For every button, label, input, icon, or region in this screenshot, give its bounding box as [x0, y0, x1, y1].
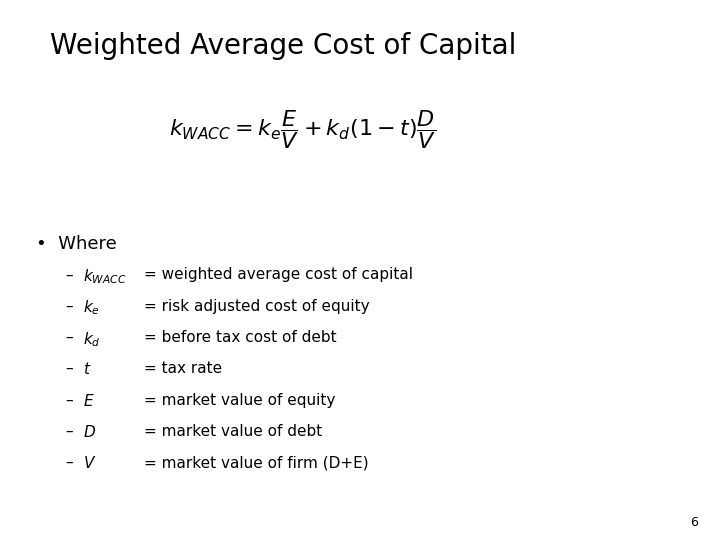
Text: –: – — [65, 393, 73, 408]
Text: –: – — [65, 424, 73, 439]
Text: = market value of debt: = market value of debt — [144, 424, 323, 439]
Text: •  Where: • Where — [36, 235, 117, 253]
Text: $E$: $E$ — [83, 393, 94, 409]
Text: $V$: $V$ — [83, 455, 96, 471]
Text: –: – — [65, 361, 73, 376]
Text: $k_{WACC}$: $k_{WACC}$ — [83, 267, 126, 286]
Text: –: – — [65, 455, 73, 470]
Text: Weighted Average Cost of Capital: Weighted Average Cost of Capital — [50, 32, 517, 60]
Text: = before tax cost of debt: = before tax cost of debt — [144, 330, 337, 345]
Text: –: – — [65, 299, 73, 314]
Text: = risk adjusted cost of equity: = risk adjusted cost of equity — [144, 299, 369, 314]
Text: –: – — [65, 267, 73, 282]
Text: = market value of equity: = market value of equity — [144, 393, 336, 408]
Text: $D$: $D$ — [83, 424, 96, 440]
Text: = weighted average cost of capital: = weighted average cost of capital — [144, 267, 413, 282]
Text: $k_{WACC} = k_e \dfrac{E}{V} + k_d(1-t)\dfrac{D}{V}$: $k_{WACC} = k_e \dfrac{E}{V} + k_d(1-t)\… — [168, 108, 436, 151]
Text: 6: 6 — [690, 516, 698, 529]
Text: $k_d$: $k_d$ — [83, 330, 100, 349]
Text: = tax rate: = tax rate — [144, 361, 222, 376]
Text: –: – — [65, 330, 73, 345]
Text: $k_e$: $k_e$ — [83, 299, 99, 318]
Text: $t$: $t$ — [83, 361, 91, 377]
Text: = market value of firm (D+E): = market value of firm (D+E) — [144, 455, 369, 470]
